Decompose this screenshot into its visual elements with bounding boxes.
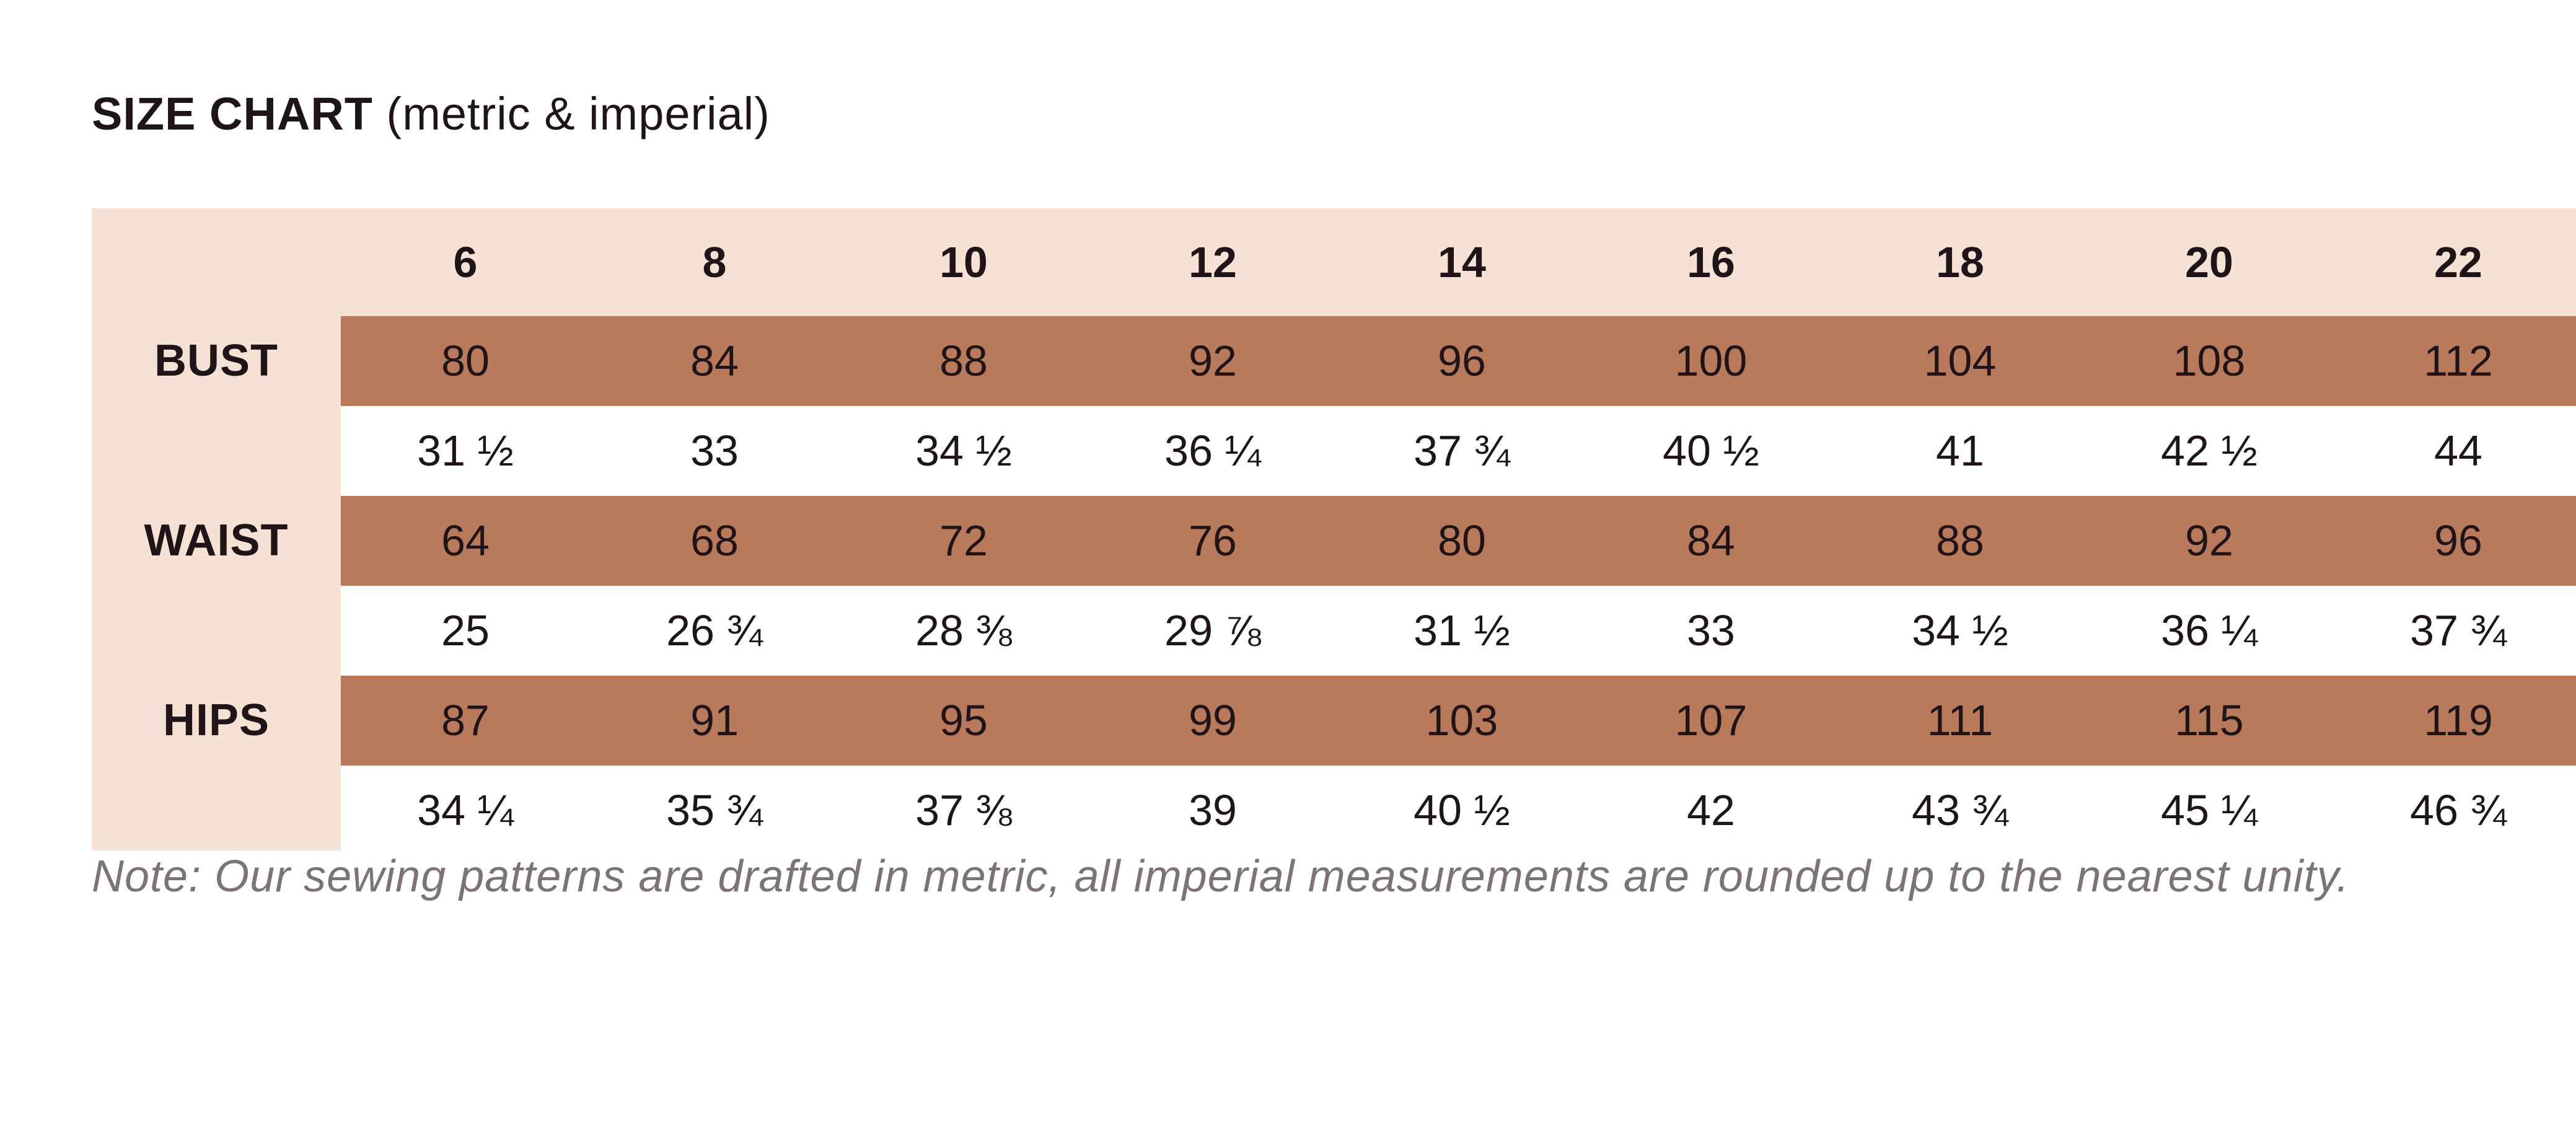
waist-metric-18: 88 [1835, 496, 2085, 586]
bust-metric-12: 92 [1088, 316, 1337, 406]
hips-imperial-10: 37 ⅜ [839, 766, 1088, 855]
hips-imperial-6: 34 ¼ [341, 766, 590, 855]
bust-imperial-10: 34 ½ [839, 406, 1088, 496]
waist-imperial-6: 25 [341, 586, 590, 676]
waist-metric-14: 80 [1337, 496, 1586, 586]
hips-metric-12: 99 [1088, 676, 1337, 766]
bust-imperial-20: 42 ½ [2085, 406, 2334, 496]
size-header-18: 18 [1835, 208, 2085, 316]
bust-imperial-12: 36 ¼ [1088, 406, 1337, 496]
waist-imperial-16: 33 [1586, 586, 1835, 676]
row-label-waist: WAIST [92, 496, 341, 586]
bust-metric-18: 104 [1835, 316, 2085, 406]
hips-imperial-14: 40 ½ [1337, 766, 1586, 855]
waist-metric-16: 84 [1586, 496, 1835, 586]
bust-metric-20: 108 [2085, 316, 2334, 406]
hips-imperial-8: 35 ¾ [590, 766, 839, 855]
waist-metric-10: 72 [839, 496, 1088, 586]
hips-metric-16: 107 [1586, 676, 1835, 766]
hips-imperial-12: 39 [1088, 766, 1337, 855]
waist-imperial-20: 36 ¼ [2085, 586, 2334, 676]
hips-imperial-20: 45 ¼ [2085, 766, 2334, 855]
waist-metric-20: 92 [2085, 496, 2334, 586]
bust-imperial-18: 41 [1835, 406, 2085, 496]
waist-imperial-22: 37 ¾ [2334, 586, 2576, 676]
size-header-10: 10 [839, 208, 1088, 316]
bust-metric-8: 84 [590, 316, 839, 406]
size-header-6: 6 [341, 208, 590, 316]
hips-metric-14: 103 [1337, 676, 1586, 766]
waist-imperial-14: 31 ½ [1337, 586, 1586, 676]
bust-imperial-16: 40 ½ [1586, 406, 1835, 496]
size-header-14: 14 [1337, 208, 1586, 316]
bust-metric-22: 112 [2334, 316, 2576, 406]
size-header-8: 8 [590, 208, 839, 316]
row-label-bust: BUST [92, 316, 341, 406]
waist-metric-8: 68 [590, 496, 839, 586]
waist-imperial-18: 34 ½ [1835, 586, 2085, 676]
bust-imperial-6: 31 ½ [341, 406, 590, 496]
waist-imperial-10: 28 ⅜ [839, 586, 1088, 676]
hips-metric-18: 111 [1835, 676, 2085, 766]
title-subtitle: (metric & imperial) [373, 88, 770, 139]
hips-metric-8: 91 [590, 676, 839, 766]
size-header-20: 20 [2085, 208, 2334, 316]
size-header-16: 16 [1586, 208, 1835, 316]
row-label-hips: HIPS [92, 676, 341, 766]
hips-imperial-18: 43 ¾ [1835, 766, 2085, 855]
hips-metric-10: 95 [839, 676, 1088, 766]
bust-metric-10: 88 [839, 316, 1088, 406]
size-header-12: 12 [1088, 208, 1337, 316]
waist-imperial-12: 29 ⅞ [1088, 586, 1337, 676]
hips-metric-6: 87 [341, 676, 590, 766]
waist-metric-6: 64 [341, 496, 590, 586]
size-header-22: 22 [2334, 208, 2576, 316]
bust-metric-6: 80 [341, 316, 590, 406]
waist-metric-22: 96 [2334, 496, 2576, 586]
hips-imperial-16: 42 [1586, 766, 1835, 855]
bust-metric-14: 96 [1337, 316, 1586, 406]
hips-metric-22: 119 [2334, 676, 2576, 766]
bust-metric-16: 100 [1586, 316, 1835, 406]
size-chart-table: 6 8 10 12 14 16 18 20 22 BUST 80 84 88 92 96 100 104 108 1… [92, 208, 2576, 850]
hips-metric-20: 115 [2085, 676, 2334, 766]
bust-imperial-22: 44 [2334, 406, 2576, 496]
waist-metric-12: 76 [1088, 496, 1337, 586]
hips-imperial-22: 46 ¾ [2334, 766, 2576, 855]
bust-imperial-8: 33 [590, 406, 839, 496]
bust-imperial-14: 37 ¾ [1337, 406, 1586, 496]
page-title: SIZE CHART (metric & imperial) [92, 86, 770, 143]
footnote: Note: Our sewing patterns are drafted in… [92, 849, 2508, 904]
title-main: SIZE CHART [92, 88, 373, 139]
waist-imperial-8: 26 ¾ [590, 586, 839, 676]
